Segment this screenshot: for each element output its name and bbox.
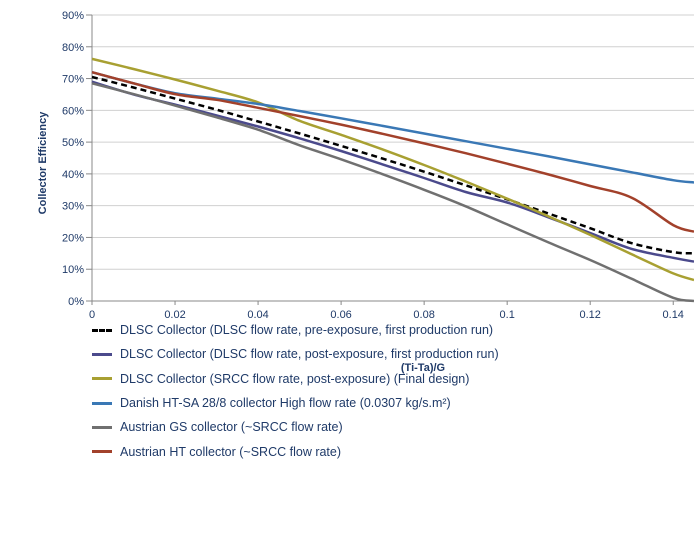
y-tick-label: 60%	[62, 105, 84, 117]
legend-label: Danish HT-SA 28/8 collector High flow ra…	[120, 396, 451, 411]
axes	[86, 14, 694, 305]
legend-swatch	[92, 425, 112, 429]
legend-item-2: DLSC Collector (DLSC flow rate, post-exp…	[92, 342, 499, 366]
legend-label: Austrian GS collector (~SRCC flow rate)	[120, 420, 343, 435]
tick-labels: 0% 10% 20% 30% 40% 50% 60% 70% 80% 90% 0 0.02 0.04 0.…	[62, 10, 684, 321]
x-axis-title: (Ti-Ta)/G	[401, 362, 445, 374]
grid-lines	[92, 14, 694, 270]
y-tick-label: 80%	[62, 42, 84, 54]
x-tick-label: 0.08	[413, 309, 434, 321]
y-tick-label: 20%	[62, 232, 84, 244]
series-line-2	[91, 80, 694, 263]
y-tick-label: 90%	[62, 10, 84, 22]
legend-swatch	[92, 450, 112, 454]
legend-label: Austrian HT collector (~SRCC flow rate)	[120, 444, 342, 459]
legend-swatch	[92, 401, 112, 405]
legend-swatch	[92, 377, 112, 381]
x-tick-label: 0.06	[330, 309, 351, 321]
y-tick-label: 10%	[62, 264, 84, 276]
y-tick-label: 0%	[68, 296, 84, 308]
legend-item-3: DLSC Collector (SRCC flow rate, post-exp…	[92, 367, 499, 391]
legend-item-1: DLSC Collector (DLSC flow rate, pre-expo…	[92, 318, 499, 342]
legend-item-4: Danish HT-SA 28/8 collector High flow ra…	[92, 391, 499, 415]
x-tick-label: 0.04	[247, 309, 268, 321]
x-tick-label: 0	[89, 309, 95, 321]
x-tick-label: 0.02	[164, 309, 185, 321]
y-tick-label: 70%	[62, 74, 84, 86]
series-line-3	[91, 57, 694, 282]
series-line-5	[91, 82, 694, 303]
x-tick-label: 0.14	[663, 309, 684, 321]
series-line-4	[91, 70, 694, 184]
legend-item-5: Austrian GS collector (~SRCC flow rate)	[92, 415, 499, 439]
series-line-1	[91, 75, 694, 255]
legend-swatch	[92, 352, 112, 356]
legend-label: DLSC Collector (DLSC flow rate, post-exp…	[120, 347, 499, 362]
legend-item-6: Austrian HT collector (~SRCC flow rate)	[92, 439, 499, 463]
y-tick-label: 40%	[62, 169, 84, 181]
legend-label: DLSC Collector (DLSC flow rate, pre-expo…	[120, 323, 494, 338]
series-lines	[91, 57, 694, 303]
y-tick-label: 30%	[62, 201, 84, 213]
legend: DLSC Collector (DLSC flow rate, pre-expo…	[92, 318, 499, 464]
x-tick-label: 0.12	[579, 309, 600, 321]
legend-swatch	[92, 328, 112, 332]
y-tick-label: 50%	[62, 137, 84, 149]
y-axis-title: Collector Efficiency	[37, 111, 49, 215]
x-tick-label: 0.1	[500, 309, 515, 321]
series-line-6	[91, 70, 694, 233]
legend-label: DLSC Collector (SRCC flow rate, post-exp…	[120, 371, 470, 386]
